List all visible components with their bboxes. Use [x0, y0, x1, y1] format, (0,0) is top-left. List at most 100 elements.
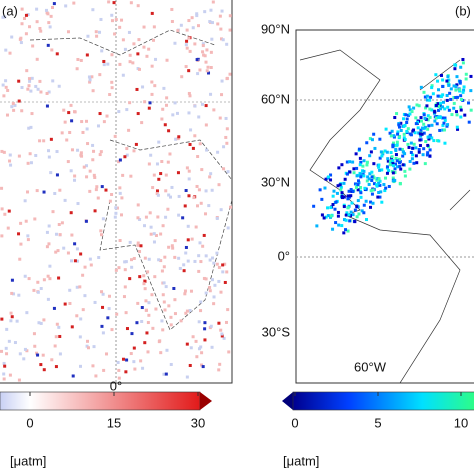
pixel [132, 256, 136, 260]
pixel [144, 308, 148, 312]
pixel [185, 309, 189, 313]
pixel [356, 188, 360, 192]
pixel [225, 141, 229, 145]
pixel [8, 51, 12, 55]
pixel [422, 113, 426, 117]
pixel [88, 169, 92, 173]
pixel [454, 88, 458, 92]
pixel [8, 159, 12, 163]
pixel [377, 163, 381, 167]
pixel [102, 368, 106, 372]
pixel [215, 216, 219, 220]
pixel [27, 77, 31, 81]
pixel [380, 168, 384, 172]
pixel [117, 266, 121, 270]
pixel [342, 231, 346, 235]
pixel [391, 143, 395, 147]
pixel [91, 89, 95, 93]
pixel [159, 259, 163, 263]
pixel [58, 233, 62, 237]
pixel [147, 47, 151, 51]
pixel [70, 325, 74, 329]
pixel [184, 245, 188, 249]
pixel [160, 117, 164, 121]
pixel [326, 206, 330, 210]
pixel [209, 92, 213, 96]
pixel [403, 174, 407, 178]
pixel [193, 134, 197, 138]
pixel [19, 221, 23, 225]
pixel [322, 216, 326, 220]
pixel [175, 111, 179, 115]
pixel [203, 54, 207, 58]
pixel [362, 211, 366, 215]
pixel [318, 188, 322, 192]
pixel [397, 161, 401, 165]
pixel [437, 105, 441, 109]
pixel [441, 93, 445, 97]
pixel [443, 118, 447, 122]
pixel [165, 58, 169, 62]
pixel [217, 265, 221, 269]
pixel [121, 173, 125, 177]
pixel [129, 1, 133, 5]
pixel [221, 38, 225, 42]
pixel [101, 305, 105, 309]
pixel [22, 357, 26, 361]
pixel [150, 293, 154, 297]
pixel [23, 347, 27, 351]
pixel [211, 256, 215, 260]
pixel [60, 221, 64, 225]
pixel [461, 57, 465, 61]
pixel [220, 9, 224, 13]
pixel [445, 98, 449, 102]
pixel [221, 270, 225, 274]
pixel [434, 73, 438, 77]
pixel [66, 160, 70, 164]
pixel [224, 116, 228, 120]
pixel [91, 158, 95, 162]
pixel [412, 142, 416, 146]
y-tick-label: 30°N [261, 174, 290, 189]
pixel [39, 363, 43, 367]
pixel [415, 103, 419, 107]
pixel [386, 159, 390, 163]
pixel [226, 308, 230, 312]
pixel [379, 190, 383, 194]
pixel [200, 351, 204, 355]
pixel [163, 123, 167, 127]
pixel [25, 69, 29, 73]
pixel [464, 72, 468, 76]
pixel [100, 185, 104, 189]
pixel [398, 164, 402, 168]
pixel [148, 211, 152, 215]
pixel [393, 178, 397, 182]
pixel [334, 200, 338, 204]
pixel [101, 292, 105, 296]
pixel [437, 108, 441, 112]
pixel [188, 142, 192, 146]
pixel [33, 217, 37, 221]
pixel [196, 204, 200, 208]
pixel [225, 76, 229, 80]
pixel [226, 226, 230, 230]
pixel [154, 307, 158, 311]
pixel [200, 168, 204, 172]
pixel [10, 35, 14, 39]
pixel [450, 113, 454, 117]
pixel [75, 314, 79, 318]
pixel [380, 200, 384, 204]
pixel [184, 251, 188, 255]
pixel [352, 171, 356, 175]
pixel [139, 359, 143, 363]
pixel [159, 351, 163, 355]
pixel [229, 205, 233, 209]
pixel [125, 147, 129, 151]
pixel [118, 158, 122, 162]
pixel [136, 243, 140, 247]
pixel [204, 104, 208, 108]
pixel [91, 143, 95, 147]
pixel [422, 90, 426, 94]
pixel [385, 150, 389, 154]
pixel [123, 268, 127, 272]
